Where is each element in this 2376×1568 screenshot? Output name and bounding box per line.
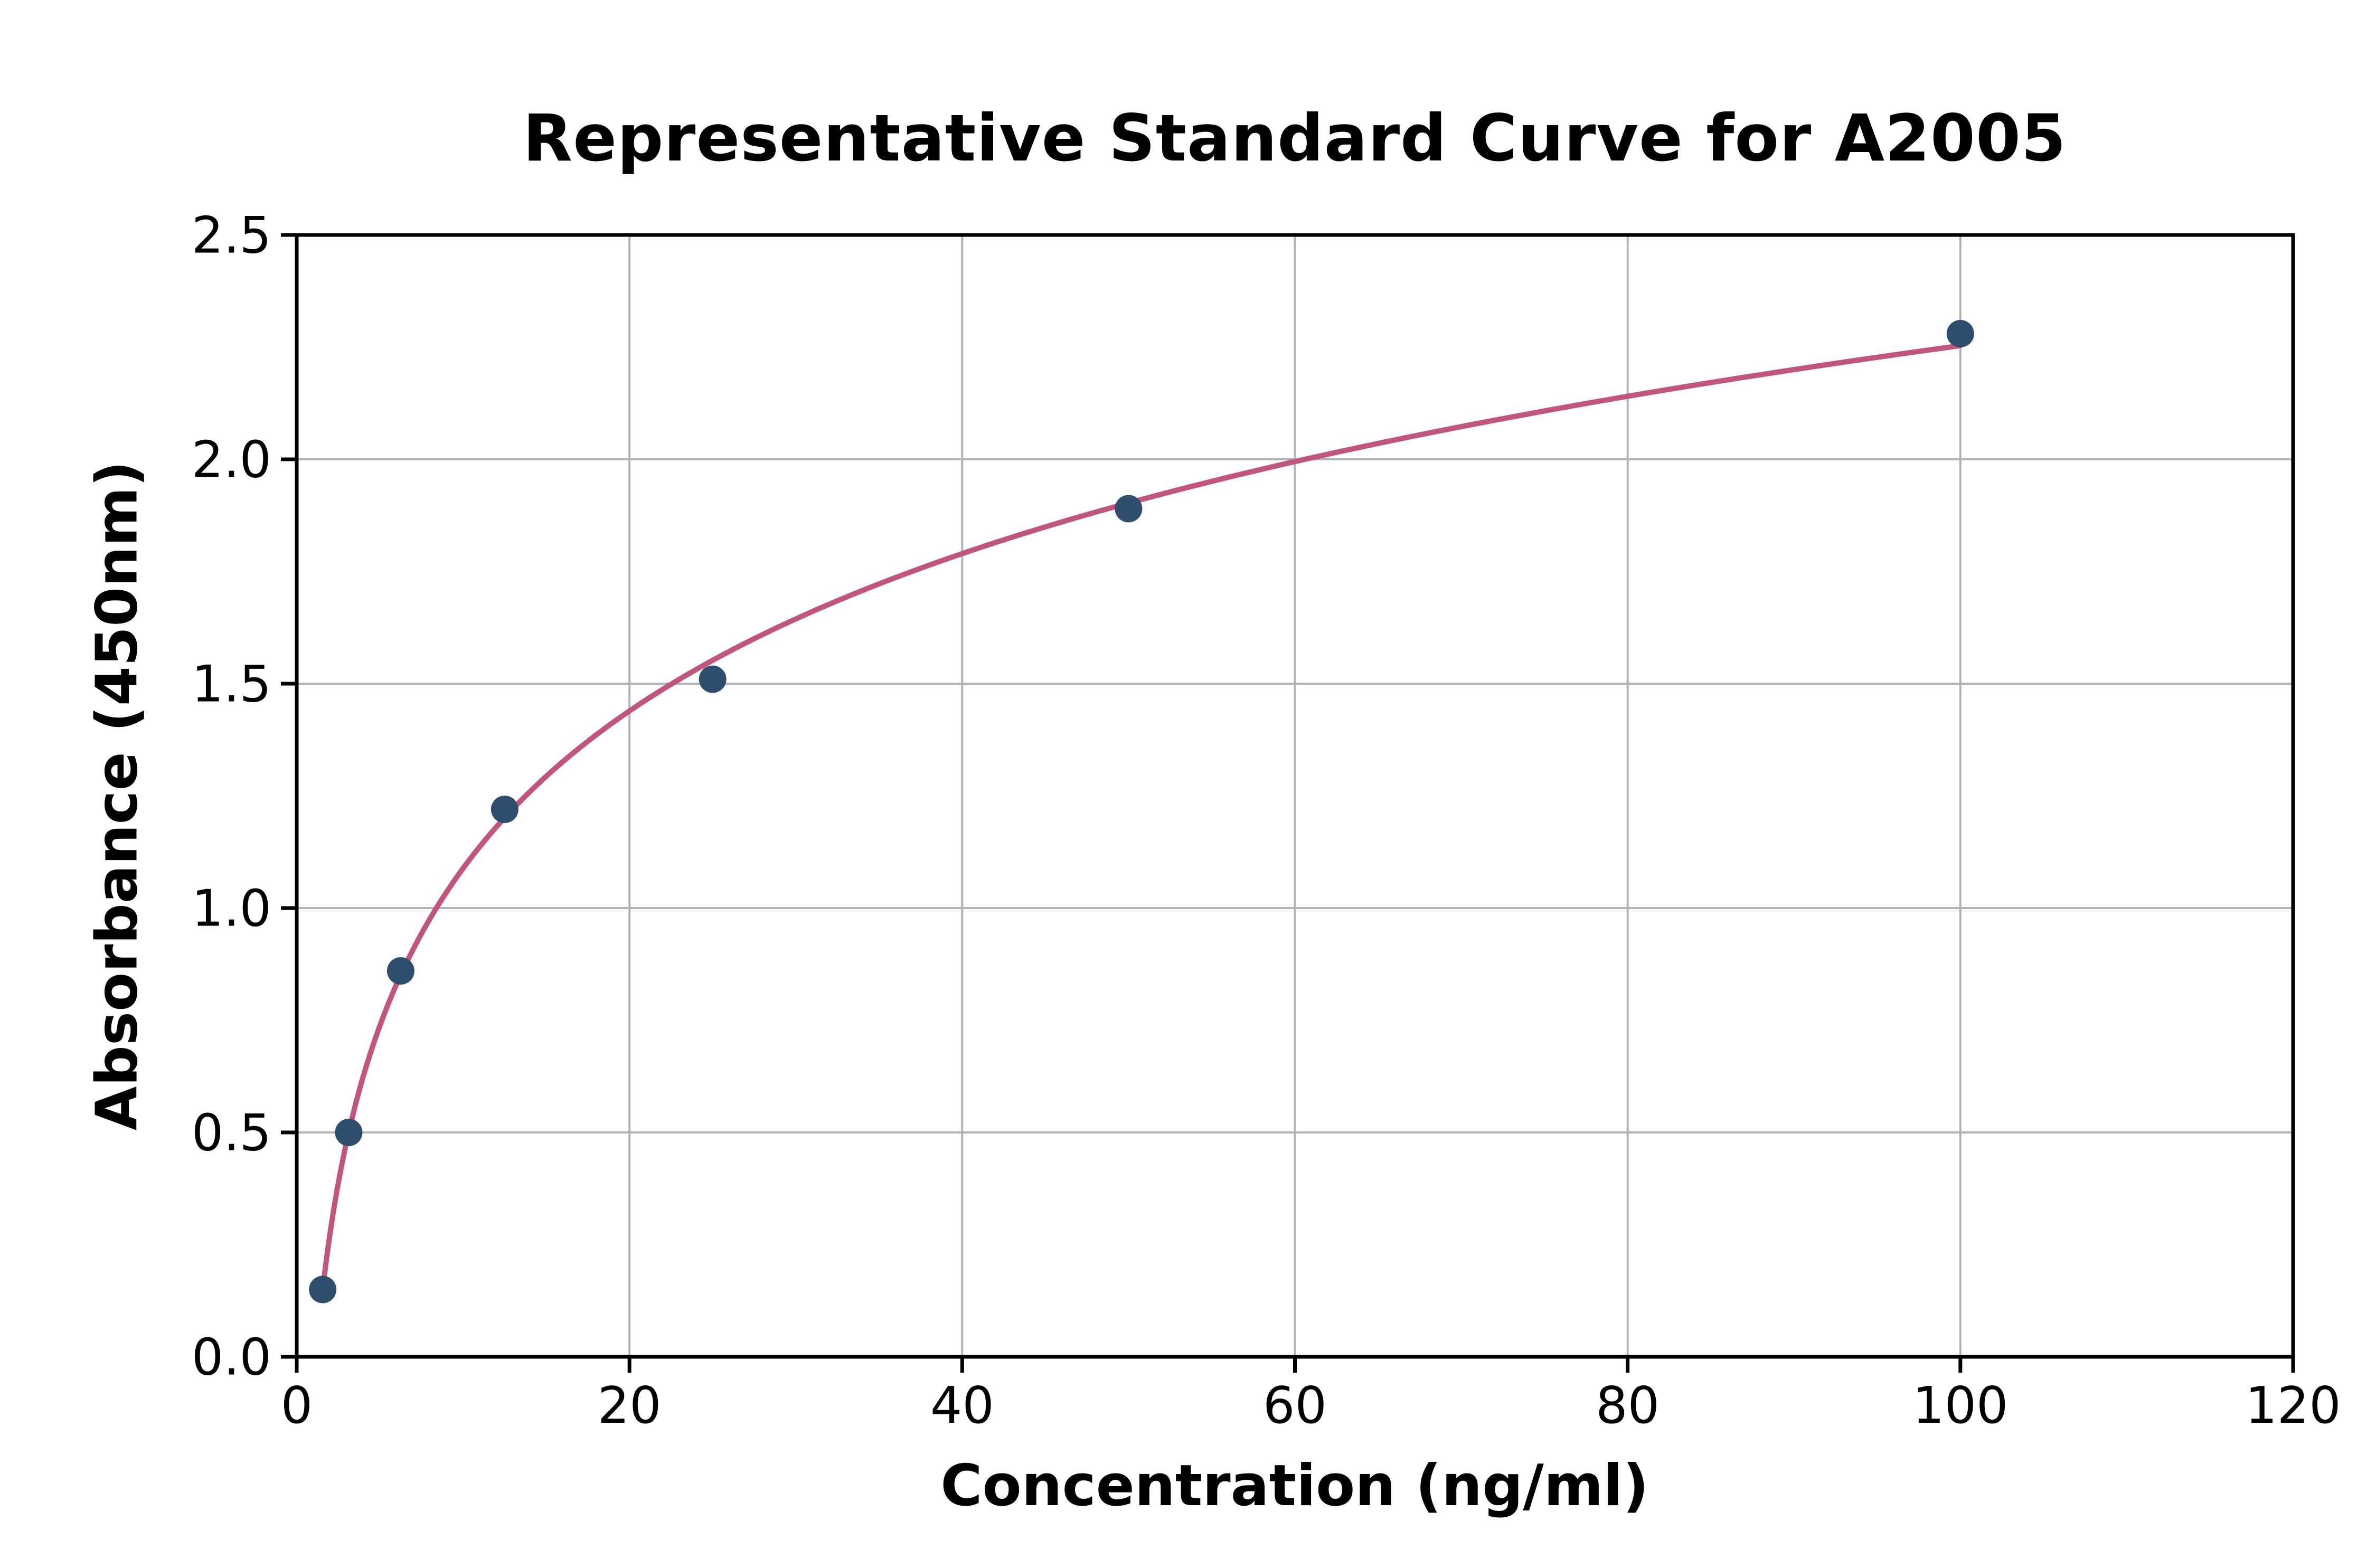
x-tick-label: 100 [1912, 1377, 2008, 1435]
x-axis-label: Concentration (ng/ml) [940, 1453, 1649, 1519]
data-point [1946, 320, 1974, 347]
x-tick-label: 20 [598, 1377, 662, 1435]
y-tick-label: 1.0 [192, 880, 271, 938]
y-tick-label: 0.5 [192, 1104, 271, 1162]
x-tick-label: 0 [281, 1377, 313, 1435]
axes-border [295, 233, 2295, 1359]
data-point [335, 1119, 363, 1146]
x-tick-label: 40 [930, 1377, 994, 1435]
data-point [1115, 495, 1143, 523]
x-tick-label: 120 [2245, 1377, 2341, 1435]
y-tick-label: 2.5 [192, 206, 271, 265]
y-tick-label: 2.0 [192, 431, 271, 489]
data-point [386, 957, 414, 985]
y-tick-label: 0.0 [192, 1328, 271, 1386]
y-axis-label: Absorbance (450nm) [84, 460, 150, 1131]
x-tick-label: 80 [1596, 1377, 1660, 1435]
chart-title: Representative Standard Curve for A2005 [523, 101, 2067, 176]
data-point [309, 1276, 337, 1303]
standard-curve-line [320, 343, 1963, 1293]
x-tick-label: 60 [1263, 1377, 1327, 1435]
data-point [491, 796, 518, 823]
y-tick-label: 1.5 [192, 655, 271, 713]
data-point [699, 665, 727, 693]
